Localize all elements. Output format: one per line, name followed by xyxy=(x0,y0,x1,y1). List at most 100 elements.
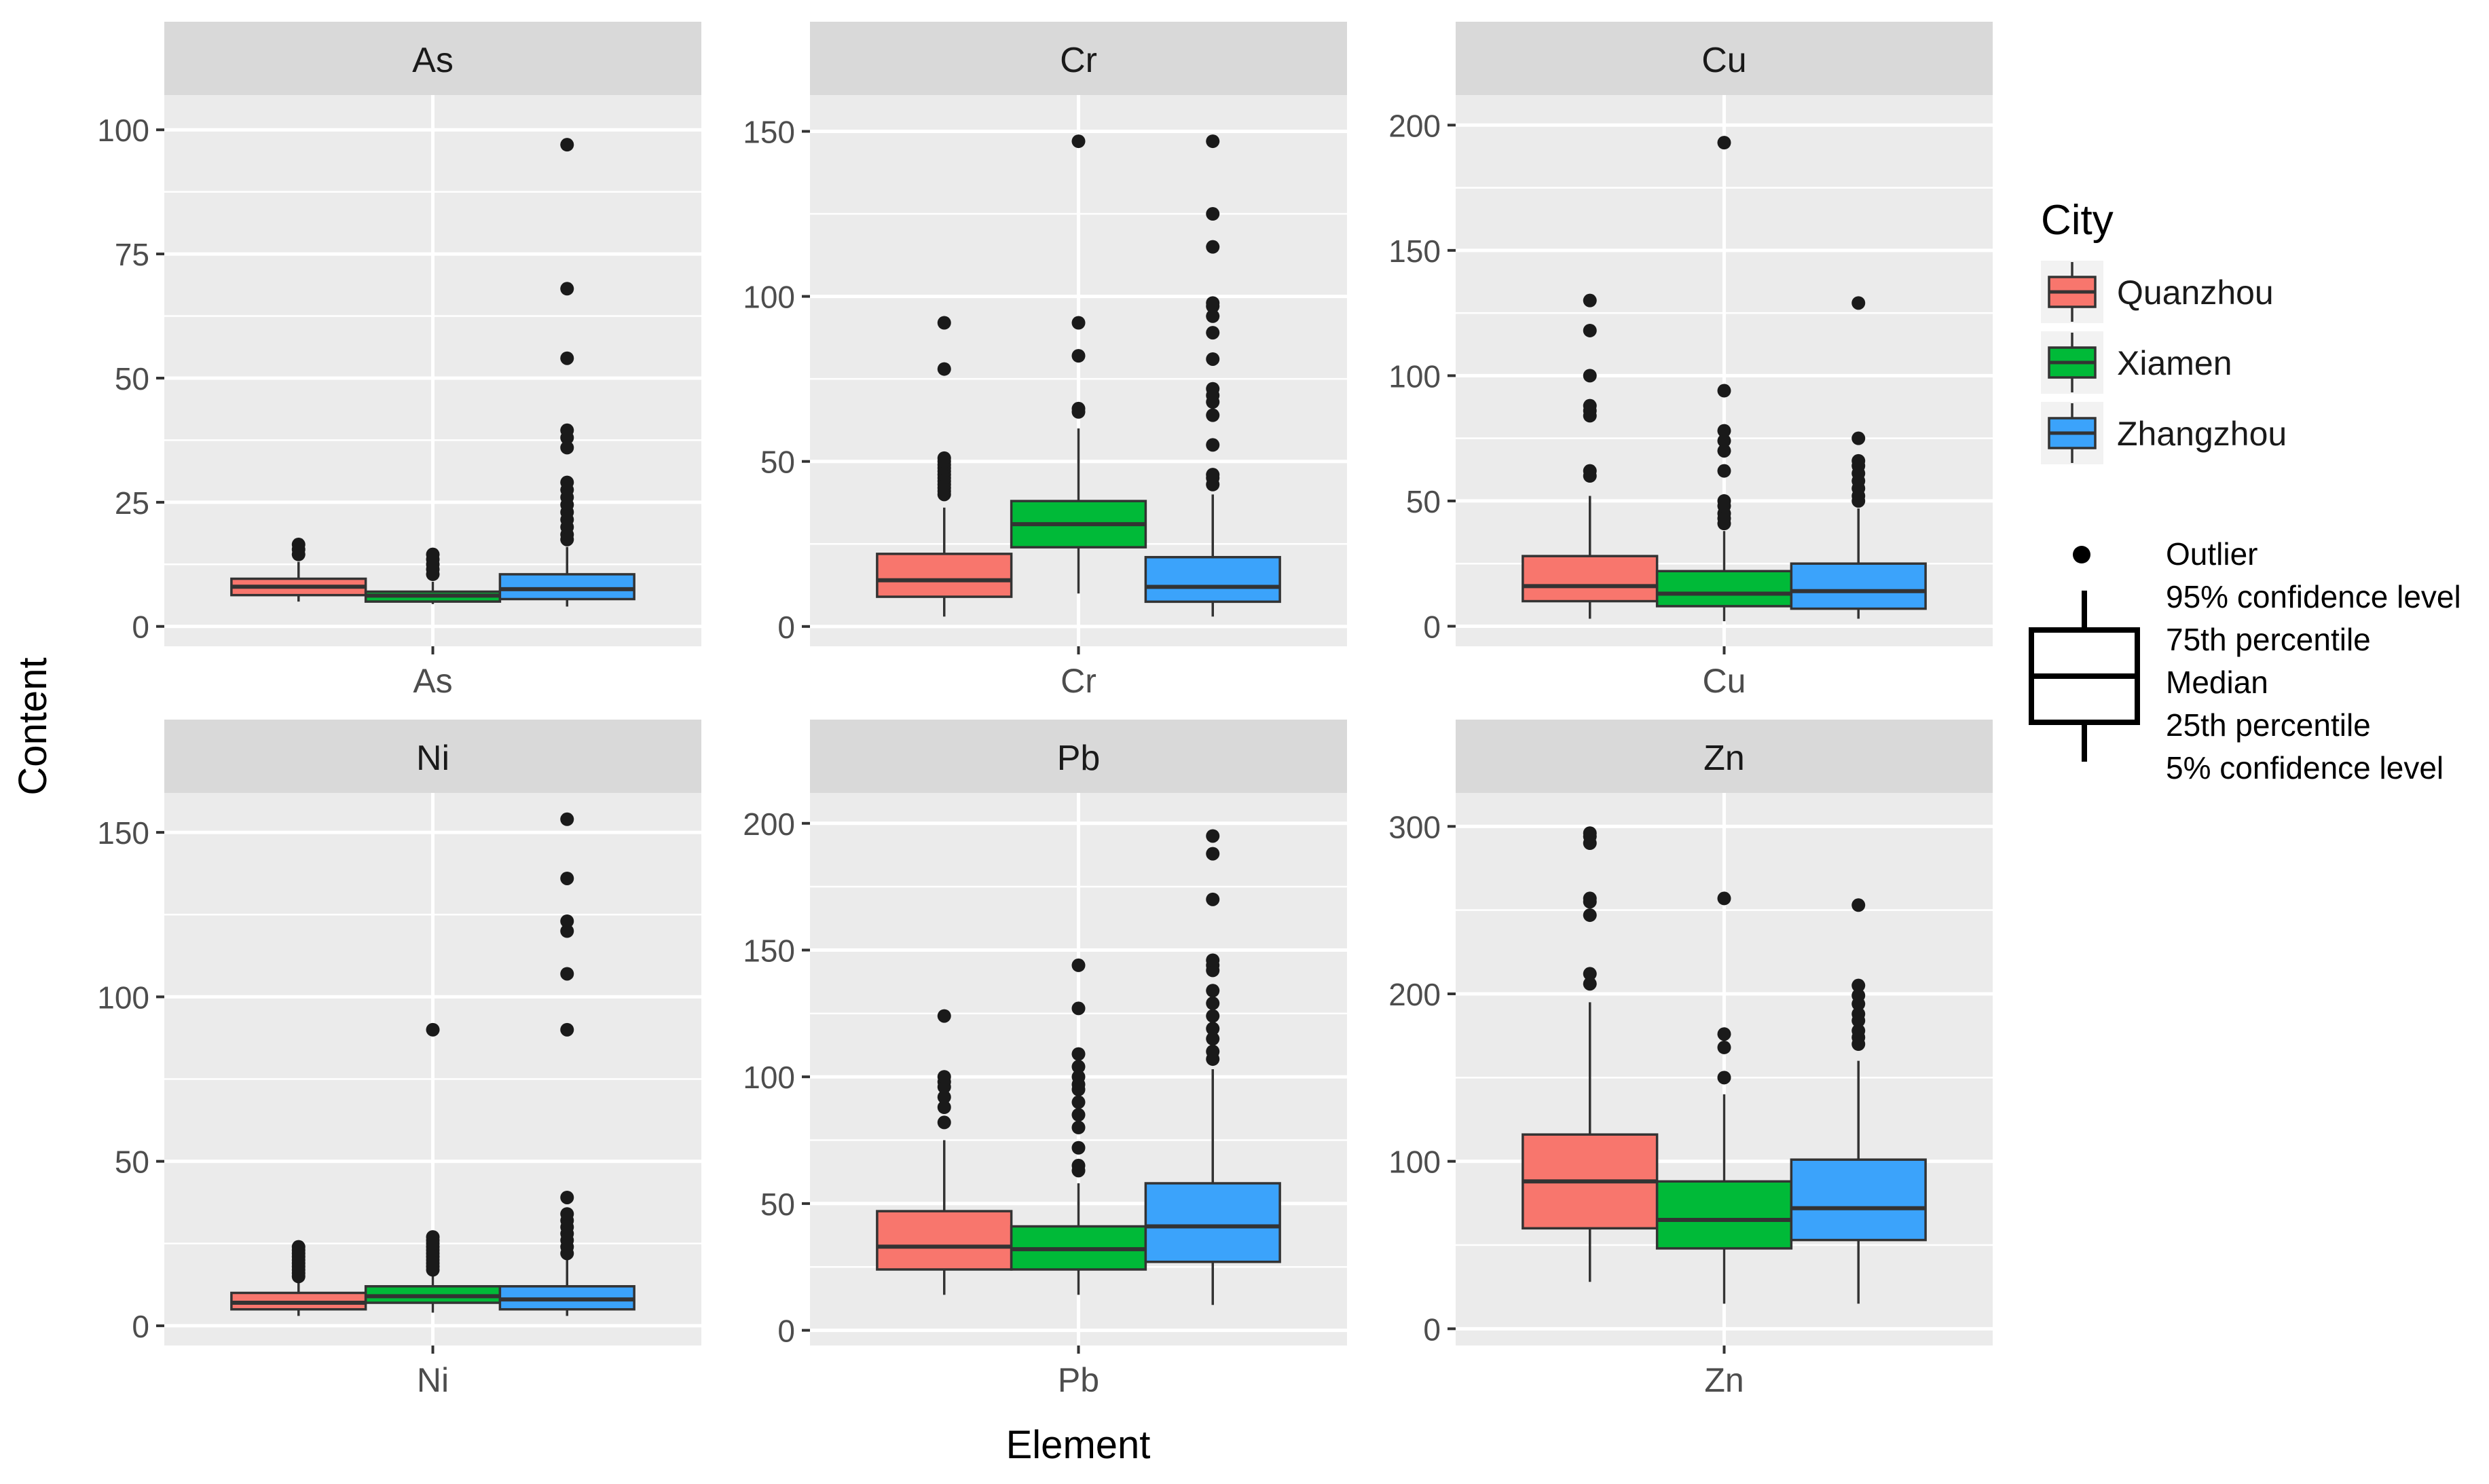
box-xiamen xyxy=(1010,134,1147,594)
outlier-point xyxy=(1717,1071,1731,1085)
box-quanzhou xyxy=(876,1009,1013,1295)
y-tick-label: 0 xyxy=(132,1309,149,1344)
y-tick-label: 150 xyxy=(743,114,795,149)
outlier-point xyxy=(1851,988,1866,1003)
box-quanzhou xyxy=(876,316,1013,617)
y-tick-label: 0 xyxy=(1423,1312,1441,1347)
y-tick-label: 0 xyxy=(777,610,795,645)
outlier-point xyxy=(1071,1070,1086,1084)
outlier-point xyxy=(560,351,574,365)
box-body xyxy=(1144,555,1281,604)
outlier-point xyxy=(1071,401,1086,415)
outlier-point xyxy=(1071,1095,1086,1109)
outlier-point xyxy=(1206,1044,1220,1058)
outlier-point xyxy=(560,1207,574,1221)
facet-strip xyxy=(164,22,701,95)
outlier-point xyxy=(1071,1108,1086,1122)
outlier-point xyxy=(560,924,574,938)
outlier-point xyxy=(1206,438,1220,452)
outlier-point xyxy=(1851,898,1866,912)
box-xiamen xyxy=(1655,891,1793,1304)
box-body xyxy=(1655,570,1793,608)
panel-cr: Cr 0 50 100 150 Cr xyxy=(743,22,1347,700)
outlier-point xyxy=(937,362,951,376)
outlier-point xyxy=(1071,134,1086,149)
outlier-point xyxy=(1717,464,1731,478)
outlier-point xyxy=(291,1240,306,1254)
outlier-point xyxy=(1717,891,1731,906)
outlier-point xyxy=(937,1100,951,1115)
outlier-point xyxy=(1071,1060,1086,1074)
key-upper-hinge-label: 75th percentile xyxy=(2166,622,2371,657)
y-tick-label: 100 xyxy=(97,980,149,1015)
outlier-point xyxy=(560,138,574,152)
outlier-point xyxy=(1583,908,1597,923)
y-tick-label: 0 xyxy=(1423,609,1441,644)
outlier-point xyxy=(1583,977,1597,991)
panel-cu: Cu 0 50 100 150 200 Cu xyxy=(1388,22,1993,700)
outlier-point xyxy=(1206,847,1220,861)
outlier-point xyxy=(1851,453,1866,468)
outlier-point xyxy=(1717,434,1731,448)
box-body xyxy=(1790,562,1927,610)
facet-strip-label: Cu xyxy=(1701,41,1746,80)
y-tick-label: 300 xyxy=(1388,809,1441,845)
x-tick-label: As xyxy=(413,662,452,700)
outlier-point xyxy=(1717,444,1731,458)
outlier-point xyxy=(1851,1024,1866,1038)
outlier-point xyxy=(1851,978,1866,993)
box-xiamen xyxy=(1010,958,1147,1295)
box-quanzhou xyxy=(230,1240,367,1316)
outlier-point xyxy=(1206,352,1220,366)
key-outlier-dot xyxy=(2073,546,2090,563)
y-tick-label: 50 xyxy=(115,361,149,396)
outlier-point xyxy=(937,451,951,465)
y-tick-label: 100 xyxy=(743,1060,795,1095)
y-axis-title: Content xyxy=(11,657,55,795)
outlier-point xyxy=(560,1190,574,1204)
x-tick-label: Pb xyxy=(1058,1361,1099,1399)
outlier-point xyxy=(1206,296,1220,310)
outlier-point xyxy=(1206,829,1220,843)
box-quanzhou xyxy=(1522,293,1659,619)
outlier-point xyxy=(1851,296,1866,310)
box-zhangzhou xyxy=(1144,829,1281,1305)
y-tick-label: 150 xyxy=(1388,234,1441,269)
outlier-point xyxy=(560,475,574,489)
outlier-point xyxy=(426,1230,440,1244)
box-quanzhou xyxy=(230,538,367,602)
outlier-point xyxy=(1206,1009,1220,1023)
outlier-point xyxy=(1071,1158,1086,1172)
key-upper-whisker-label: 95% confidence level xyxy=(2166,579,2461,614)
y-tick-label: 0 xyxy=(132,610,149,645)
outlier-point xyxy=(291,538,306,552)
legend: City Quanzhou Xiamen Zhangzhou xyxy=(2041,197,2287,464)
panel-zn: Zn 0 100 200 300 Zn xyxy=(1388,720,1993,1399)
outlier-point xyxy=(1583,398,1597,413)
outlier-point xyxy=(560,871,574,885)
outlier-point xyxy=(1206,326,1220,340)
outlier-point xyxy=(1851,431,1866,445)
outlier-point xyxy=(937,316,951,330)
key-median-label: Median xyxy=(2166,665,2268,700)
outlier-point xyxy=(1206,207,1220,221)
panel-ni: Ni 0 50 100 150 Ni xyxy=(97,720,701,1399)
outlier-point xyxy=(1071,1120,1086,1134)
box-xiamen xyxy=(364,547,502,604)
outlier-point xyxy=(1071,349,1086,363)
facet-strip xyxy=(164,720,701,793)
legend-label: Quanzhou xyxy=(2117,274,2274,312)
y-tick-label: 100 xyxy=(1388,358,1441,394)
box-xiamen xyxy=(1655,136,1793,622)
outlier-point xyxy=(1717,384,1731,398)
outlier-point xyxy=(560,423,574,437)
outlier-point xyxy=(1583,369,1597,383)
outlier-point xyxy=(560,914,574,928)
box-body xyxy=(1144,1182,1281,1263)
panel-as: As 0 25 50 75 100 As xyxy=(97,22,701,700)
outlier-point xyxy=(1206,892,1220,906)
key-outlier-label: Outlier xyxy=(2166,536,2257,572)
axis-titles: Content Element xyxy=(11,657,1150,1467)
outlier-point xyxy=(1206,382,1220,396)
boxplot-key: Outlier 95% confidence level 75th percen… xyxy=(2029,536,2461,785)
